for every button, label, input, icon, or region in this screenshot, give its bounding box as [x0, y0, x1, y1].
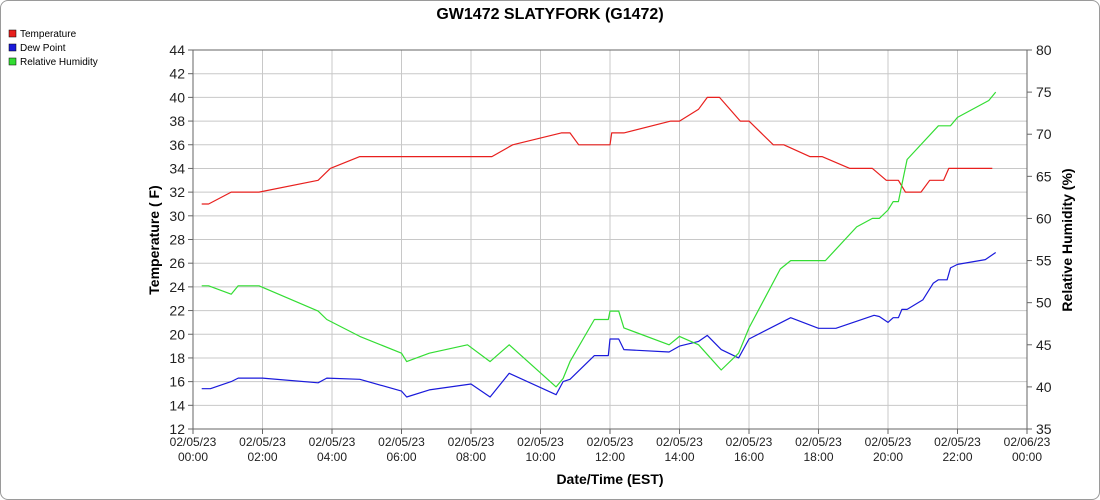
legend-label-dew-point: Dew Point: [20, 43, 66, 54]
x-tick-label-date: 02/05/23: [934, 435, 981, 449]
legend-label-relative-humidity: Relative Humidity: [20, 57, 98, 68]
right-tick-label: 65: [1036, 168, 1052, 184]
left-tick-label: 38: [169, 113, 185, 129]
legend: Temperature Dew Point Relative Humidity: [8, 29, 98, 68]
left-axis-ticks: 12 14 16 18 20 22 24 26 28 30 32 34 36 38 40 42 44: [169, 42, 193, 437]
left-tick-label: 32: [169, 184, 185, 200]
x-tick-label-time: 14:00: [664, 450, 694, 464]
right-tick-label: 80: [1036, 42, 1052, 58]
chart-title: GW1472 SLATYFORK (G1472): [436, 6, 663, 23]
left-tick-label: 40: [169, 89, 185, 105]
x-tick-label-time: 04:00: [317, 450, 347, 464]
right-tick-label: 60: [1036, 210, 1052, 226]
x-tick-label-date: 02/05/23: [656, 435, 703, 449]
series-line-relative-humidity: [201, 91, 997, 388]
left-tick-label: 42: [169, 66, 185, 82]
left-tick-label: 14: [169, 397, 185, 413]
right-tick-label: 40: [1036, 379, 1052, 395]
legend-item-dew-point: Dew Point: [8, 43, 66, 54]
left-tick-label: 22: [169, 303, 185, 319]
x-tick-label-time: 20:00: [873, 450, 903, 464]
x-tick-label-time: 00:00: [1012, 450, 1042, 464]
right-tick-label: 70: [1036, 126, 1052, 142]
x-tick-label-date: 02/05/23: [726, 435, 773, 449]
x-tick-label-date: 02/06/23: [1004, 435, 1051, 449]
x-tick-label-date: 02/05/23: [517, 435, 564, 449]
x-tick-label-date: 02/05/23: [309, 435, 356, 449]
plot-grid: [192, 49, 1028, 430]
x-tick-label-time: 18:00: [803, 450, 833, 464]
x-tick-label-date: 02/05/23: [378, 435, 425, 449]
x-tick-label-date: 02/05/23: [795, 435, 842, 449]
left-tick-label: 26: [169, 255, 185, 271]
left-tick-label: 16: [169, 374, 185, 390]
left-tick-label: 18: [169, 350, 185, 366]
x-tick-label-date: 02/05/23: [170, 435, 217, 449]
right-axis-ticks: 35 40 45 50 55 60 65 70 75 80: [1027, 42, 1052, 437]
right-tick-label: 50: [1036, 295, 1052, 311]
x-axis-ticks: 02/05/2300:0002/05/2302:0002/05/2304:000…: [170, 429, 1051, 464]
x-tick-label-time: 08:00: [456, 450, 486, 464]
legend-item-temperature: Temperature: [8, 29, 77, 40]
left-tick-label: 30: [169, 208, 185, 224]
x-tick-label-date: 02/05/23: [448, 435, 495, 449]
series-line-dew-point: [201, 252, 997, 398]
right-tick-label: 35: [1036, 421, 1052, 437]
left-tick-label: 34: [169, 160, 185, 176]
series-lines: [201, 91, 997, 398]
legend-swatch-dew-point: [8, 43, 17, 52]
left-tick-label: 20: [169, 326, 185, 342]
x-tick-label-date: 02/05/23: [239, 435, 286, 449]
x-tick-label-time: 22:00: [942, 450, 972, 464]
left-tick-label: 12: [169, 421, 185, 437]
x-tick-label-date: 02/05/23: [865, 435, 912, 449]
x-tick-label-time: 10:00: [525, 450, 555, 464]
left-tick-label: 44: [169, 42, 185, 58]
x-tick-label-time: 02:00: [247, 450, 277, 464]
right-tick-label: 55: [1036, 253, 1052, 269]
x-axis-title: Date/Time (EST): [556, 471, 663, 487]
x-tick-label-date: 02/05/23: [587, 435, 634, 449]
left-tick-label: 24: [169, 279, 185, 295]
legend-swatch-temperature: [8, 29, 17, 38]
legend-swatch-relative-humidity: [8, 57, 17, 66]
legend-item-relative-humidity: Relative Humidity: [8, 57, 98, 68]
x-tick-label-time: 16:00: [734, 450, 764, 464]
left-tick-label: 36: [169, 137, 185, 153]
left-axis-title: Temperature ( F): [146, 185, 162, 294]
right-axis-title: Relative Humidity (%): [1059, 168, 1075, 311]
x-tick-label-time: 12:00: [595, 450, 625, 464]
series-line-temperature: [201, 96, 993, 205]
left-tick-label: 28: [169, 232, 185, 248]
legend-label-temperature: Temperature: [20, 29, 77, 40]
right-tick-label: 75: [1036, 84, 1052, 100]
x-tick-label-time: 00:00: [178, 450, 208, 464]
right-tick-label: 45: [1036, 337, 1052, 353]
x-tick-label-time: 06:00: [386, 450, 416, 464]
